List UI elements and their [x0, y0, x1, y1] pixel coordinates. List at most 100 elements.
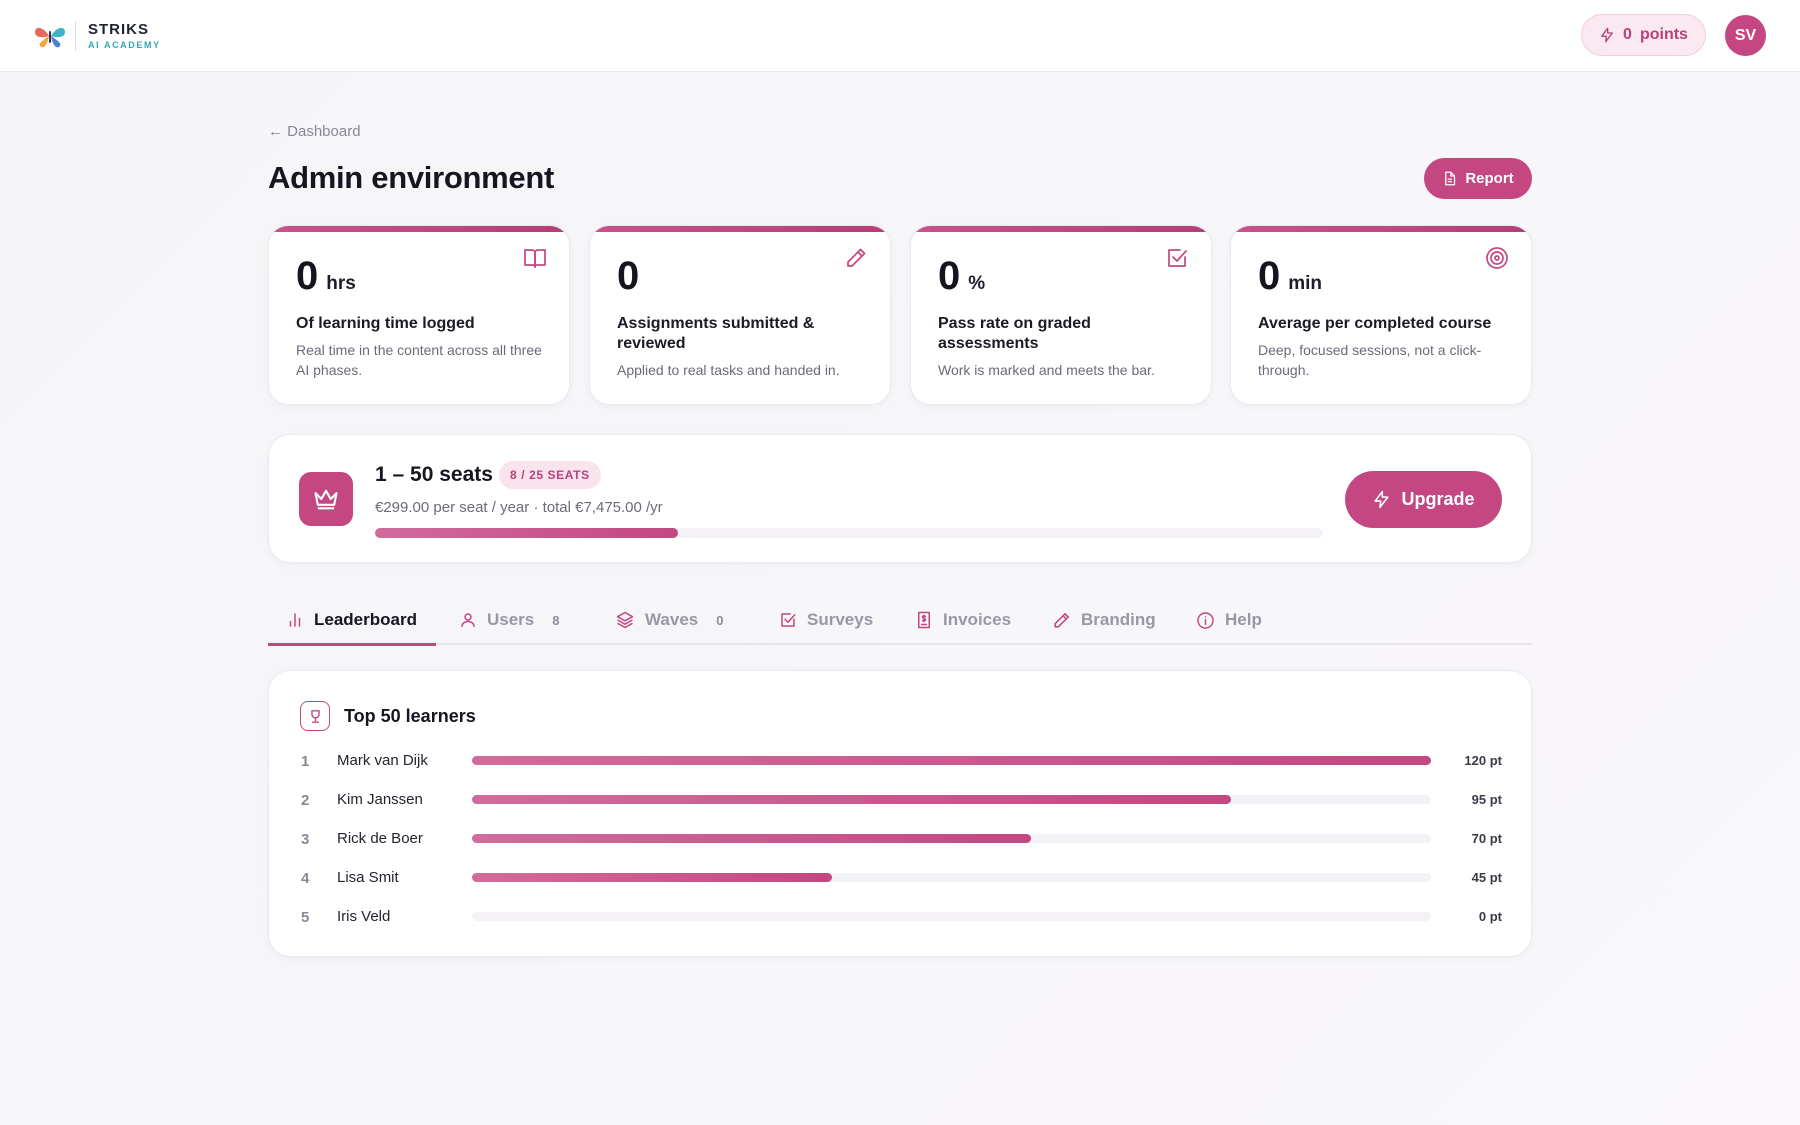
leaderboard-row: 5 Iris Veld 0 pt	[269, 905, 1533, 929]
stat-description: Applied to real tasks and handed in.	[617, 362, 840, 378]
brand-text: STRIKS AI ACADEMY	[88, 22, 161, 50]
tab-label: Waves	[645, 610, 699, 629]
active-tab-indicator	[268, 643, 436, 646]
plan-title: 1 – 50 seats	[375, 463, 493, 486]
points-bar	[472, 834, 1431, 843]
learner-name: Rick de Boer	[337, 830, 423, 847]
seats-badge: 8 / 25 SEATS	[499, 461, 601, 489]
learner-name: Mark van Dijk	[337, 752, 428, 769]
seat-usage-bar	[375, 528, 1323, 538]
target-icon	[1486, 247, 1508, 269]
tab-label: Invoices	[943, 610, 1012, 629]
tab-label: Surveys	[807, 610, 874, 629]
points-button[interactable]: 0 points	[1581, 14, 1706, 56]
tab-label: Users	[487, 610, 535, 629]
document-icon	[1445, 171, 1456, 186]
leaderboard-rank: 3	[301, 831, 310, 848]
stat-unit: hrs	[326, 273, 356, 294]
admin-tabs: Leaderboard Users 8 Waves 0 Surveys Invo…	[268, 595, 1532, 646]
avatar[interactable]: SV	[1725, 15, 1766, 56]
plan-price: €299.00 per seat / year · total €7,475.0…	[375, 499, 663, 516]
learner-name: Iris Veld	[337, 908, 391, 925]
upgrade-button-label: Upgrade	[1401, 489, 1475, 509]
learner-points: 95 pt	[1471, 792, 1502, 807]
leaderboard-title: Top 50 learners	[344, 706, 476, 726]
stat-value: 0	[617, 256, 863, 296]
tab-label: Branding	[1081, 610, 1156, 629]
bar-chart-icon	[289, 613, 301, 627]
leaderboard-rank: 5	[301, 909, 310, 926]
tab-invoices[interactable]: Invoices	[915, 595, 1011, 645]
book-icon	[524, 249, 546, 268]
points-bar	[472, 873, 1431, 882]
info-icon	[1197, 611, 1214, 629]
stat-value: 0 min	[1258, 256, 1504, 296]
stat-number: 0	[296, 254, 319, 298]
points-bar	[472, 795, 1431, 804]
butterfly-logo-icon	[35, 27, 65, 48]
tab-surveys[interactable]: Surveys	[779, 595, 873, 645]
points-bar	[472, 912, 1431, 921]
points-bar	[472, 756, 1431, 765]
learner-name: Kim Janssen	[337, 791, 423, 808]
back-to-dashboard-link[interactable]: ← Dashboard	[268, 123, 361, 140]
leaderboard-row: 2 Kim Janssen 95 pt	[269, 788, 1533, 812]
stat-number: 0	[938, 254, 961, 298]
stat-description: Work is marked and meets the bar.	[938, 362, 1155, 378]
tab-waves[interactable]: Waves 0	[615, 595, 723, 645]
stat-card-learning-time: 0 hrs Of learning time logged Real time …	[268, 225, 570, 405]
leaderboard-row: 4 Lisa Smit 45 pt	[269, 866, 1533, 890]
leaderboard-card: Top 50 learners 1 Mark van Dijk 120 pt 2 Kim…	[268, 670, 1532, 957]
crown-icon	[314, 489, 338, 510]
stat-card-assignments: 0 Assignments submitted & reviewed Appli…	[589, 225, 891, 405]
tab-label: Help	[1225, 610, 1262, 629]
upgrade-button[interactable]: Upgrade	[1345, 471, 1502, 528]
seat-plan-card: 1 – 50 seats 8 / 25 SEATS €299.00 per se…	[268, 434, 1532, 563]
leaderboard-rank: 2	[301, 792, 310, 809]
tab-help[interactable]: Help	[1196, 595, 1262, 645]
invoice-icon	[918, 611, 930, 629]
points-bar-fill	[472, 834, 1032, 843]
pencil-icon	[1054, 612, 1070, 628]
top-bar: STRIKS AI ACADEMY 0 points SV	[0, 0, 1800, 72]
stat-title: Assignments submitted & reviewed	[617, 315, 815, 352]
stat-unit: %	[968, 273, 986, 294]
tab-leaderboard[interactable]: Leaderboard	[286, 595, 417, 645]
leaderboard-rank: 4	[301, 870, 310, 887]
tab-count: 8	[552, 612, 560, 628]
leaderboard-rank: 1	[301, 753, 310, 770]
learner-points: 45 pt	[1471, 870, 1502, 885]
tab-label: Leaderboard	[314, 610, 417, 629]
pencil-icon	[847, 248, 866, 267]
checkbox-icon	[1168, 249, 1187, 267]
page-title: Admin environment	[268, 160, 554, 195]
checkbox-icon	[781, 613, 796, 627]
report-button[interactable]: Report	[1424, 158, 1532, 199]
stat-title: Of learning time logged	[296, 315, 475, 332]
leaderboard-row: 3 Rick de Boer 70 pt	[269, 827, 1533, 851]
learner-name: Lisa Smit	[337, 869, 399, 886]
stat-number: 0	[617, 254, 640, 298]
stat-value: 0 hrs	[296, 256, 542, 296]
stat-description: Deep, focused sessions, not a click-thro…	[1258, 342, 1482, 378]
tab-users[interactable]: Users 8	[459, 595, 560, 645]
stat-card-pass-rate: 0 % Pass rate on graded assessments Work…	[910, 225, 1212, 405]
learner-points: 0 pt	[1478, 909, 1502, 924]
stat-description: Real time in the content across all thre…	[296, 342, 542, 378]
trophy-icon	[300, 701, 330, 731]
points-label: points	[1639, 26, 1688, 43]
tab-branding[interactable]: Branding	[1052, 595, 1156, 645]
stat-number: 0	[1258, 254, 1281, 298]
lightning-icon	[1601, 27, 1614, 43]
points-value: 0	[1623, 26, 1632, 43]
stat-title: Pass rate on graded assessments	[938, 315, 1091, 352]
plan-icon-tile	[299, 472, 353, 526]
points-bar-fill	[472, 795, 1232, 804]
points-bar-fill	[472, 756, 1431, 765]
stat-unit: min	[1288, 273, 1323, 294]
seat-usage-fill	[375, 528, 679, 538]
layers-icon	[616, 611, 634, 629]
brand-subtitle: AI ACADEMY	[88, 40, 161, 50]
brand[interactable]: STRIKS AI ACADEMY	[33, 20, 161, 52]
brand-divider	[75, 21, 76, 51]
